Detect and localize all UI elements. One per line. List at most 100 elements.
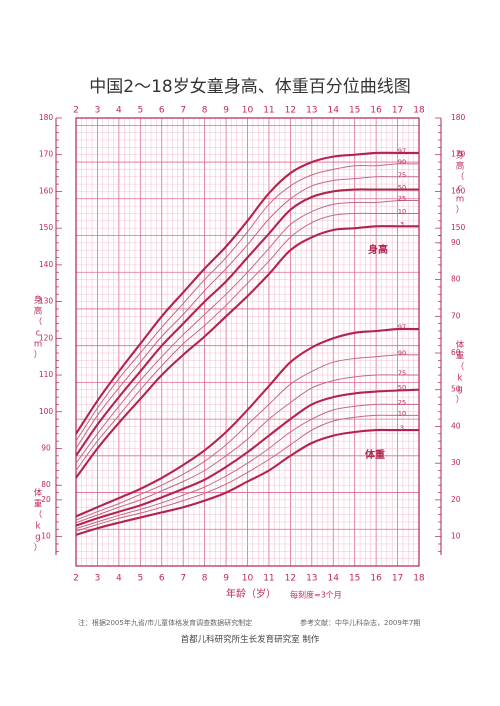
- height-tick-label-left: 160: [39, 186, 54, 195]
- x-tick-label-bottom: 16: [370, 574, 382, 584]
- x-tick-label-top: 16: [370, 106, 382, 116]
- height-tick-label-left: 80: [41, 480, 51, 489]
- height-tick-label-left: 180: [39, 113, 54, 122]
- weight-tick-label-right: 40: [451, 421, 461, 430]
- weight-tick-label-right: 90: [451, 238, 461, 247]
- x-tick-label-top: 17: [392, 106, 403, 116]
- height-tick-label-right: 180: [451, 113, 466, 122]
- weight-axis-title-right: ）: [456, 395, 465, 406]
- height-axis-title-right: （: [456, 172, 465, 183]
- weight-percentile-label-97: 97: [398, 323, 406, 331]
- x-tick-label-bottom: 12: [285, 574, 296, 584]
- x-tick-label-bottom: 6: [159, 574, 165, 584]
- grid: [75, 117, 420, 567]
- chart-title: 中国2～18岁女童身高、体重百分位曲线图: [89, 77, 411, 97]
- x-tick-label-top: 10: [242, 106, 254, 116]
- x-tick-label-top: 15: [349, 106, 360, 116]
- height-curve-p10: [75, 212, 419, 471]
- x-tick-label-bottom: 15: [349, 574, 360, 584]
- weight-tick-label-right: 60: [451, 348, 461, 357]
- weight-percentile-label-10: 10: [398, 409, 406, 417]
- height-axis-title-right: 高: [456, 161, 465, 172]
- height-tick-label-left: 170: [39, 150, 54, 159]
- height-percentile-label-90: 90: [398, 158, 406, 166]
- x-tick-label-bottom: 4: [116, 574, 122, 584]
- weight-axis-title-right: （: [456, 362, 465, 373]
- weight-curve-p3: [75, 428, 419, 536]
- height-percentile-label-3: 3: [400, 220, 404, 228]
- x-tick-label-bottom: 13: [306, 574, 317, 584]
- height-curve-p90: [75, 163, 420, 442]
- x-tick-label-top: 8: [202, 106, 208, 116]
- height-tick-label-right: 160: [451, 186, 466, 195]
- x-tick-label-top: 7: [180, 106, 186, 116]
- height-axis-title-right: 身: [456, 150, 465, 161]
- height-curve-p75: [75, 176, 419, 449]
- weight-axis-title-right: k: [458, 374, 463, 384]
- height-curve-p50: [75, 188, 419, 457]
- height-percentile-label-25: 25: [398, 195, 406, 203]
- footnote-source: 注：根据2005年九省/市儿童体格发育调查数据研究制定: [78, 619, 253, 627]
- x-axis-note: 每刻度=3个月: [290, 590, 342, 600]
- height-axis-title-right: c: [458, 184, 463, 194]
- weight-curve-p10: [75, 414, 419, 532]
- percentile-curves: [75, 151, 420, 536]
- height-tick-label-right: 150: [451, 223, 466, 232]
- weight-axis-title-left: ）: [34, 543, 43, 554]
- height-curve-p3: [75, 225, 419, 479]
- x-tick-label-bottom: 10: [242, 574, 254, 584]
- height-percentile-label-75: 75: [398, 171, 406, 179]
- weight-axis-title-left: g: [35, 533, 40, 543]
- x-tick-label-top: 13: [306, 106, 317, 116]
- weight-axis-title-left: 体: [34, 488, 43, 499]
- x-tick-label-top: 18: [413, 106, 425, 116]
- height-tick-label-left: 140: [39, 260, 54, 269]
- height-tick-label-left: 90: [41, 443, 51, 452]
- height-axis-title-left: 身: [34, 295, 43, 306]
- height-percentile-label-10: 10: [398, 207, 406, 215]
- x-tick-label-bottom: 17: [392, 574, 403, 584]
- weight-axis-title-right: 重: [456, 351, 465, 362]
- weight-curve-p97: [75, 327, 420, 518]
- weight-curve-p50: [75, 388, 420, 527]
- height-tick-label-right: 170: [451, 150, 466, 159]
- weight-curve-p75: [75, 374, 419, 524]
- height-percentile-label-50: 50: [398, 184, 406, 192]
- weight-percentile-label-3: 3: [400, 424, 404, 432]
- weight-axis-title-left: 重: [34, 499, 43, 510]
- height-tick-label-left: 150: [39, 223, 54, 232]
- plot-frame: [75, 117, 420, 567]
- height-axis-title-right: m: [456, 195, 464, 205]
- x-tick-label-top: 11: [263, 106, 274, 116]
- height-region-label: 身高: [368, 243, 388, 256]
- weight-axis-title-left: （: [34, 510, 43, 521]
- x-tick-label-bottom: 14: [328, 574, 340, 584]
- x-axis-title: 年龄（岁）: [226, 587, 276, 600]
- x-tick-label-top: 5: [137, 106, 143, 116]
- axes: [55, 117, 442, 567]
- weight-tick-label-right: 20: [451, 495, 461, 504]
- x-tick-label-top: 2: [73, 106, 79, 116]
- height-tick-label-left: 120: [39, 333, 54, 342]
- weight-axis-title-right: 体: [456, 340, 465, 351]
- x-tick-label-bottom: 3: [95, 574, 101, 584]
- weight-axis-title-left: k: [36, 522, 41, 532]
- x-tick-label-bottom: 18: [413, 574, 425, 584]
- weight-tick-label-right: 80: [451, 275, 461, 284]
- x-tick-label-top: 3: [95, 106, 101, 116]
- height-tick-label-left: 110: [39, 370, 54, 379]
- height-axis-title-left: ）: [34, 350, 43, 361]
- x-tick-label-bottom: 9: [223, 574, 229, 584]
- weight-curve-p25: [75, 403, 419, 529]
- height-tick-label-left: 130: [39, 297, 54, 306]
- weight-region-label: 体重: [365, 448, 385, 461]
- weight-curve-p90: [75, 354, 420, 521]
- height-axis-title-left: 高: [34, 306, 43, 317]
- weight-tick-label-left: 10: [41, 532, 51, 541]
- x-tick-label-top: 12: [285, 106, 296, 116]
- x-tick-label-bottom: 7: [180, 574, 186, 584]
- footer-maker: 首都儿科研究所生长发育研究室 制作: [180, 635, 320, 645]
- height-axis-title-right: ）: [456, 205, 465, 216]
- x-tick-label-top: 4: [116, 106, 122, 116]
